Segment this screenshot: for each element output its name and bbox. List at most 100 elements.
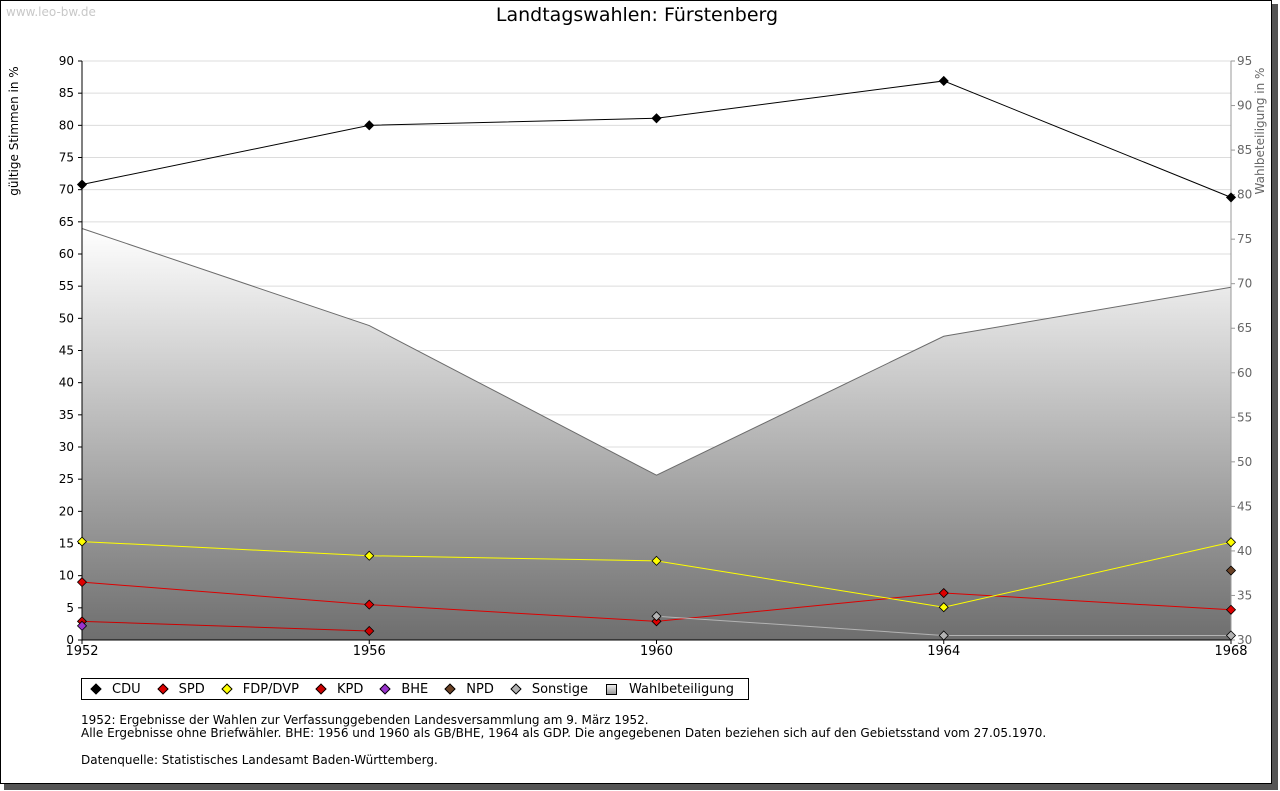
legend-label: SPD: [178, 681, 205, 697]
note-line-2: Alle Ergebnisse ohne Briefwähler. BHE: 1…: [81, 726, 1047, 740]
y-left-tick-label: 35: [59, 408, 74, 422]
legend-label: CDU: [112, 681, 141, 697]
y-right-tick-label: 35: [1237, 588, 1252, 602]
y-right-tick-label: 65: [1237, 321, 1252, 335]
watermark: www.leo-bw.de: [6, 5, 96, 19]
point-cdu: [76, 179, 88, 190]
legend-label: NPD: [466, 681, 494, 697]
legend-swatch-fdp-dvp: [221, 683, 233, 695]
legend-label: BHE: [401, 681, 429, 697]
x-tick-label: 1968: [1214, 644, 1247, 659]
legend-swatch-bhe: [379, 683, 391, 695]
area-outline-wahlbeteiligung: [81, 227, 1232, 476]
legend-item-bhe: BHE: [379, 681, 429, 697]
y-right-tick-label: 85: [1237, 143, 1252, 157]
y-right-tick-label: 50: [1237, 455, 1252, 469]
legend-swatch-wahlbeteiligung: [606, 683, 618, 695]
line-kpd: [81, 620, 370, 632]
y-left-tick-label: 75: [59, 151, 74, 165]
y-right-tick-label: 95: [1237, 54, 1252, 68]
x-tick-label: 1956: [353, 644, 386, 659]
y-left-tick-label: 20: [59, 504, 74, 518]
y-left-tick-label: 5: [66, 601, 74, 615]
legend-label: KPD: [336, 681, 364, 697]
y-left-tick-label: 60: [59, 247, 74, 261]
legend-swatch-kpd: [315, 683, 327, 695]
point-fdp-dvp: [1225, 537, 1237, 548]
point-fdp-dvp: [76, 536, 88, 547]
point-sonstige: [938, 630, 949, 641]
y-left-tick-label: 25: [59, 472, 74, 486]
point-fdp-dvp: [938, 602, 949, 613]
source-note: Datenquelle: Statistisches Landesamt Bad…: [81, 753, 438, 767]
x-tick-label: 1952: [65, 644, 98, 659]
y-left-tick-label: 85: [59, 86, 74, 100]
y-left-tick-label: 10: [59, 569, 74, 583]
point-spd: [1225, 604, 1237, 615]
point-npd: [1225, 565, 1237, 576]
y-left-tick-label: 70: [59, 183, 74, 197]
series-markers: [76, 75, 1237, 641]
legend-item-wahlbeteiligung: Wahlbeteiligung: [606, 682, 734, 697]
legend-swatch-spd: [156, 683, 169, 695]
point-fdp-dvp: [364, 550, 375, 561]
area-wahlbeteiligung: [82, 228, 1231, 641]
y-right-tick-label: 70: [1237, 277, 1252, 291]
point-spd: [76, 577, 88, 588]
line-cdu: [81, 80, 1232, 198]
legend-item-fdp-dvp: FDP/DVP: [221, 681, 299, 697]
legend-item-kpd: KPD: [315, 681, 364, 697]
y-left-tick-label: 45: [59, 344, 74, 358]
point-cdu: [938, 75, 949, 87]
point-cdu: [651, 113, 662, 124]
point-kpd: [364, 625, 375, 637]
legend-label: FDP/DVP: [242, 681, 299, 697]
x-tick-label: 1964: [927, 644, 960, 659]
point-bhe: [76, 620, 88, 631]
y-right-tick-label: 90: [1237, 99, 1252, 113]
y-right-tick-label: 75: [1237, 232, 1252, 246]
point-spd: [938, 587, 949, 599]
y-left-tick-label: 15: [59, 537, 74, 551]
legend-item-spd: SPD: [156, 681, 205, 697]
point-sonstige: [651, 611, 662, 622]
legend: CDU SPD FDP/DVP KPD BHE NPD Sonstige Wahlbeteil…: [81, 678, 750, 700]
legend-swatch-sonstige: [510, 683, 522, 695]
legend-item-npd: NPD: [444, 681, 494, 697]
note-line-1: 1952: Ergebnisse der Wahlen zur Verfassu…: [81, 713, 649, 727]
legend-swatch-npd: [444, 683, 456, 695]
point-fdp-dvp: [651, 555, 662, 566]
y-left-tick-label: 40: [59, 376, 74, 390]
legend-swatch-cdu: [90, 683, 102, 695]
legend-item-sonstige: Sonstige: [510, 681, 589, 697]
y-right-tick-label: 55: [1237, 410, 1252, 424]
legend-label: Sonstige: [531, 681, 589, 697]
y-left-tick-label: 65: [59, 215, 74, 229]
frame-shadow-right: [1272, 4, 1278, 790]
y-right-tick-label: 40: [1237, 544, 1252, 558]
notes: 1952: Ergebnisse der Wahlen zur Verfassu…: [81, 714, 1046, 740]
legend-item-cdu: CDU: [90, 681, 141, 697]
point-cdu: [364, 120, 375, 131]
axes: 0 5 10 15 20 25 30 35 40 45 50 55 60 65 70 75 80 85 90 30 35…: [59, 54, 1253, 659]
x-tick-label: 1960: [640, 644, 673, 659]
y-right-tick-label: 80: [1237, 188, 1252, 202]
y-right-tick-label: 30: [1237, 633, 1252, 647]
turnout-area: [81, 227, 1232, 641]
y-left-tick-label: 30: [59, 440, 74, 454]
legend-label: Wahlbeteiligung: [629, 681, 735, 697]
y-left-tick-label: 55: [59, 279, 74, 293]
y-right-tick-label: 60: [1237, 366, 1252, 380]
point-spd: [364, 599, 375, 610]
y-left-tick-label: 0: [66, 633, 74, 647]
point-cdu: [1225, 192, 1237, 203]
y-left-tick-label: 90: [59, 54, 74, 68]
point-sonstige: [1225, 630, 1237, 641]
y-right-tick-label: 45: [1237, 499, 1252, 513]
frame-shadow-bottom: [4, 784, 1278, 790]
point-spd: [651, 616, 662, 627]
y-left-tick-label: 50: [59, 311, 74, 325]
y-left-tick-label: 80: [59, 118, 74, 132]
